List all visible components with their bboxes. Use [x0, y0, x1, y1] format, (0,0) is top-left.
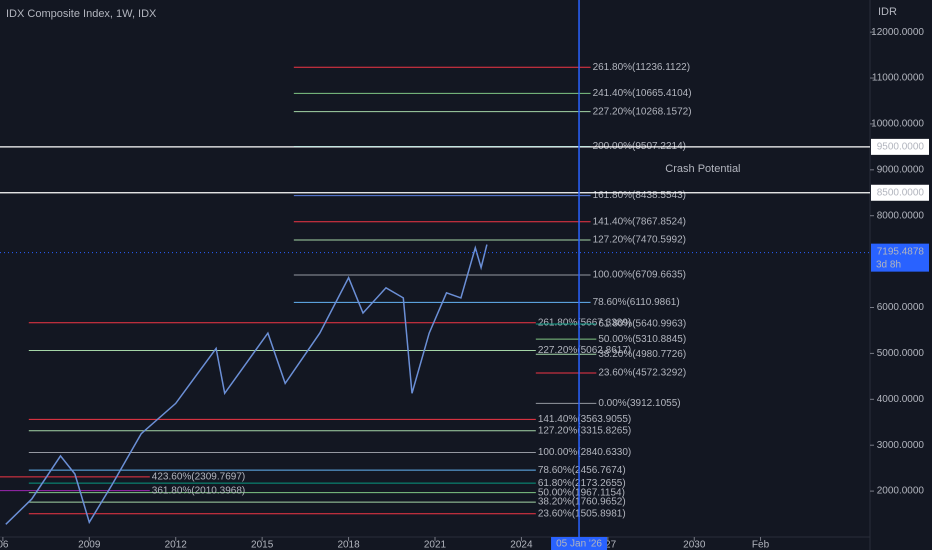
- y-tick-label: 12000.0000: [871, 27, 924, 38]
- fib-label: 161.80%(8438.5543): [593, 190, 686, 201]
- x-tick-label: 2021: [424, 540, 447, 550]
- x-tick-label: 2018: [337, 540, 360, 550]
- x-tick-label: 2024: [510, 540, 533, 550]
- countdown-label: 3d 8h: [876, 259, 901, 270]
- y-tick-label: 9000.0000: [877, 164, 925, 175]
- fib-label: 38.20%(1760.9652): [538, 497, 626, 508]
- fib-label: 78.60%(6110.9861): [593, 297, 680, 308]
- fib-label: 23.60%(1505.8981): [538, 508, 626, 519]
- x-tick-label: 027: [600, 540, 617, 550]
- fib-label: 261.80%(5667.3389): [538, 317, 631, 328]
- y-tick-label: 5000.0000: [877, 348, 925, 359]
- fib-label: 100.00%(6709.6635): [593, 270, 686, 281]
- fib-label: 50.00%(5310.8845): [598, 334, 686, 345]
- chart-title: IDX Composite Index, 1W, IDX: [6, 8, 157, 20]
- level-box: [871, 184, 929, 201]
- y-tick-label: 8000.0000: [877, 210, 925, 221]
- fib-label: 141.40%(3563.9055): [538, 414, 631, 425]
- cursor-label: 05 Jan '26: [556, 539, 602, 550]
- fib-label: 23.60%(4572.3292): [598, 368, 686, 379]
- fib-label: 61.80%(2173.2655): [538, 478, 626, 489]
- fib-label: 141.40%(7867.8524): [593, 216, 686, 227]
- cursor-box: [551, 537, 608, 550]
- fib-label: 261.80%(11236.1122): [593, 62, 691, 73]
- x-tick-label: 06: [0, 540, 9, 550]
- fib-label: 361.80%(2010.3968): [152, 485, 245, 496]
- fib-label: 38.20%(4980.7726): [598, 349, 686, 360]
- price-line: [5, 244, 488, 525]
- fib-label: 61.80%(5640.9963): [598, 319, 686, 330]
- level-label: 8500.0000: [877, 187, 925, 198]
- y-tick-label: 4000.0000: [877, 394, 925, 405]
- fib-label: 127.20%(3315.8265): [538, 425, 631, 436]
- x-tick-label: 2009: [78, 540, 101, 550]
- fib-label: 100.00%(2840.6330): [538, 447, 631, 458]
- x-tick-label: 2012: [165, 540, 188, 550]
- last-price-label: 7195.4878: [877, 246, 925, 257]
- fib-label: 241.40%(10665.4104): [593, 88, 692, 99]
- fib-label: 227.20%(5062.8617): [538, 345, 631, 356]
- fib-label: 127.20%(7470.5992): [593, 235, 686, 246]
- x-tick-label: 2015: [251, 540, 274, 550]
- y-tick-label: 11000.0000: [872, 73, 925, 84]
- y-tick-label: 10000.0000: [871, 119, 924, 130]
- annotation: Crash Potential: [665, 163, 740, 175]
- fib-label: 50.00%(1967.1154): [538, 487, 625, 498]
- fib-label: 423.60%(2309.7697): [152, 472, 245, 483]
- x-tick-label: Feb: [752, 540, 770, 550]
- fib-label: 78.60%(2456.7674): [538, 465, 626, 476]
- y-tick-label: 6000.0000: [877, 302, 925, 313]
- x-tick-label: 2030: [683, 540, 706, 550]
- level-label: 9500.0000: [877, 142, 925, 153]
- fib-label: 227.20%(10268.1572): [593, 106, 692, 117]
- y-tick-label: 2000.0000: [877, 486, 925, 497]
- level-box: [871, 138, 929, 155]
- currency: IDR: [878, 6, 897, 18]
- fib-label: 0.00%(3912.1055): [598, 398, 680, 409]
- last-price-box: [871, 243, 929, 272]
- y-tick-label: 3000.0000: [877, 440, 925, 451]
